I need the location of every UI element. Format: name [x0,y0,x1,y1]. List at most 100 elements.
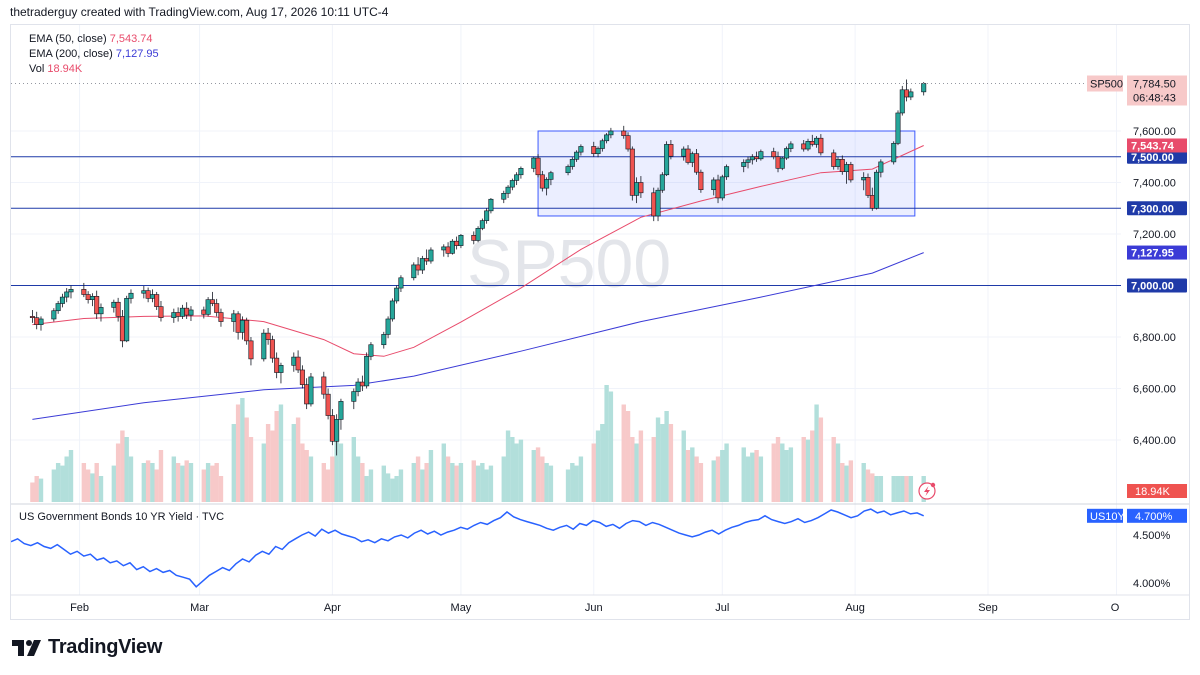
legend-volume[interactable]: Vol 18.94K [29,63,82,75]
candle[interactable] [299,365,305,389]
candle[interactable] [304,378,310,410]
candle[interactable] [698,169,704,193]
candle[interactable] [128,289,134,304]
candle[interactable] [745,156,751,169]
candle[interactable] [171,308,177,323]
candle[interactable] [334,414,340,456]
ema50-line[interactable] [32,145,924,357]
candle[interactable] [724,164,730,180]
candle[interactable] [904,79,910,102]
candle[interactable] [244,317,250,345]
candle[interactable] [544,177,550,196]
candle[interactable] [621,125,627,139]
candle[interactable] [111,299,117,313]
candle[interactable] [321,371,327,399]
price-chart[interactable]: SP500 7,600.00 7,400.00 7,200.00 6,800.00 6,… [10,25,1189,619]
candle[interactable] [278,362,284,384]
candle[interactable] [265,327,271,345]
candle[interactable] [55,300,61,314]
candle[interactable] [899,85,905,116]
candle[interactable] [231,309,237,332]
candle[interactable] [719,174,725,201]
candle[interactable] [115,297,121,322]
candle[interactable] [595,146,601,158]
chart-frame[interactable]: SP500 7,600.00 7,400.00 7,200.00 6,800.00 6,… [10,24,1190,620]
candle[interactable] [179,304,185,319]
candle[interactable] [51,308,57,322]
candle[interactable] [535,154,541,178]
candle[interactable] [235,311,241,340]
yield-symbol-tag[interactable] [1087,508,1123,523]
candle[interactable] [574,150,580,162]
candle[interactable] [779,156,785,171]
candle[interactable] [424,249,430,265]
candle[interactable] [34,311,40,330]
candle[interactable] [921,82,927,96]
candle[interactable] [68,285,74,299]
candle[interactable] [381,331,387,349]
candle[interactable] [338,398,344,430]
candle[interactable] [445,242,451,258]
candle[interactable] [874,169,880,210]
candle[interactable] [368,342,374,361]
candle[interactable] [655,187,661,222]
yield-line[interactable] [10,508,925,588]
candle[interactable] [158,300,164,322]
candle[interactable] [578,144,584,156]
candle[interactable] [629,146,635,201]
candle[interactable] [325,388,331,420]
candle[interactable] [599,138,605,152]
candle[interactable] [269,335,275,363]
candle[interactable] [865,173,871,198]
candle[interactable] [664,141,670,177]
candle[interactable] [411,262,417,281]
candle[interactable] [891,141,897,165]
flash-icon[interactable] [918,482,936,500]
candle[interactable] [64,288,70,303]
candle[interactable] [604,133,610,144]
candle[interactable] [188,306,194,322]
candle[interactable] [625,132,631,152]
candle[interactable] [85,291,91,304]
candle[interactable] [291,352,297,372]
candle[interactable] [119,309,125,348]
candle[interactable] [488,197,494,214]
legend-ema50[interactable]: EMA (50, close) 7,543.74 [29,33,153,45]
tradingview-logo[interactable]: TradingView [12,636,162,659]
candle[interactable] [479,218,485,231]
candle[interactable] [214,298,220,317]
candle[interactable] [441,244,447,257]
candle[interactable] [94,290,100,319]
candle[interactable] [458,234,464,249]
candle[interactable] [651,187,657,222]
candle[interactable] [659,172,665,193]
candle[interactable] [449,239,455,255]
candle[interactable] [908,88,914,101]
candle[interactable] [261,329,267,362]
candle[interactable] [364,352,370,389]
candle[interactable] [248,337,254,366]
candle[interactable] [141,286,147,299]
candle[interactable] [329,409,335,446]
candle[interactable] [788,141,794,153]
candle[interactable] [818,134,824,156]
candle[interactable] [154,291,160,310]
candle[interactable] [355,378,361,397]
candle[interactable] [895,110,901,146]
candle[interactable] [308,373,314,407]
candle[interactable] [38,316,44,331]
legend-ema200[interactable]: EMA (200, close) 7,127.95 [29,48,159,60]
candle[interactable] [848,161,854,183]
candle[interactable] [398,275,404,292]
candle[interactable] [475,226,481,243]
candle[interactable] [805,138,811,152]
candle[interactable] [514,172,520,186]
candle[interactable] [608,127,614,139]
ema200-line[interactable] [32,252,924,420]
candle[interactable] [415,257,421,276]
candle[interactable] [81,282,87,298]
candle[interactable] [98,303,104,322]
candle[interactable] [771,147,777,160]
candle[interactable] [565,164,571,176]
candle[interactable] [694,149,700,175]
